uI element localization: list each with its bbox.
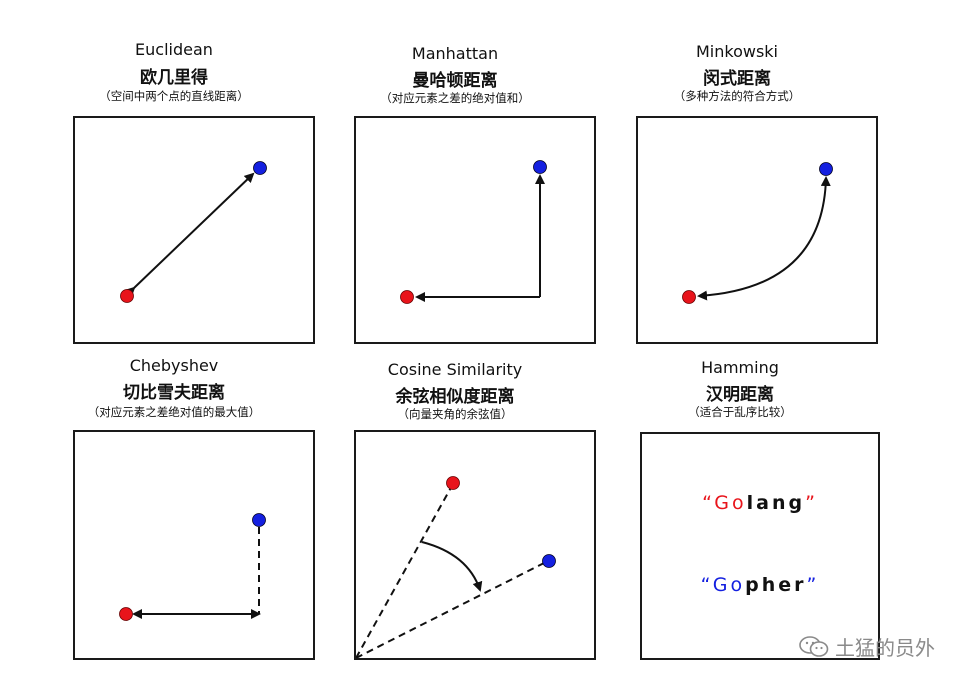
panel-title-en: Hamming bbox=[701, 358, 779, 377]
minkowski-diagram bbox=[636, 116, 878, 344]
quote-close: ” bbox=[805, 492, 818, 514]
vector-a-dashed bbox=[356, 483, 454, 658]
cosine-diagram bbox=[354, 430, 596, 660]
char: G bbox=[712, 574, 731, 596]
minkowski-curve bbox=[697, 176, 831, 301]
red-point bbox=[682, 290, 696, 304]
blue-point bbox=[253, 161, 267, 175]
quote-close: ” bbox=[806, 574, 820, 596]
watermark: 土猛的员外 bbox=[799, 632, 935, 661]
panel-note: （适合于乱序比较） bbox=[688, 405, 792, 419]
panel-note: （多种方法的符合方式） bbox=[673, 89, 801, 103]
panel-title-zh: 曼哈顿距离 bbox=[412, 71, 498, 91]
quote-open: “ bbox=[702, 492, 715, 514]
hamming-word-gopher: “Gopher” bbox=[642, 574, 878, 596]
red-point bbox=[119, 607, 133, 621]
panel-title-en: Chebyshev bbox=[129, 356, 219, 375]
panel-note: （对应元素之差的绝对值和） bbox=[380, 91, 530, 105]
char: l bbox=[746, 492, 757, 514]
panel-title-en: Manhattan bbox=[411, 44, 499, 63]
red-point bbox=[400, 290, 414, 304]
char: h bbox=[761, 574, 779, 596]
hamming-word-golang: “Golang” bbox=[642, 492, 878, 514]
hamming-diagram: “Golang” “Gopher” bbox=[640, 432, 880, 660]
chebyshev-diagram bbox=[73, 430, 315, 660]
panel-note: （对应元素之差绝对值的最大值） bbox=[87, 405, 261, 419]
euclidean-diagram bbox=[73, 116, 315, 344]
panel-euclidean: Euclidean 欧几里得 （空间中两个点的直线距离） bbox=[44, 40, 315, 346]
panel-title-zh: 余弦相似度距离 bbox=[395, 387, 515, 407]
panel-title-zh: 汉明距离 bbox=[706, 385, 774, 405]
manhattan-diagram bbox=[354, 116, 596, 344]
blue-point bbox=[542, 554, 556, 568]
char: r bbox=[794, 574, 807, 596]
char: G bbox=[714, 492, 732, 514]
red-point bbox=[120, 289, 134, 303]
blue-point bbox=[819, 162, 833, 176]
red-point bbox=[446, 476, 460, 490]
panel-title-zh: 切比雪夫距离 bbox=[123, 383, 225, 403]
char: p bbox=[745, 574, 762, 596]
quote-open: “ bbox=[700, 574, 713, 596]
char: g bbox=[788, 492, 806, 514]
char: o bbox=[730, 574, 746, 596]
panel-note: （空间中两个点的直线距离） bbox=[99, 89, 249, 103]
panel-note: （向量夹角的余弦值） bbox=[397, 407, 513, 421]
panel-chebyshev: Chebyshev 切比雪夫距离 （对应元素之差绝对值的最大值） bbox=[44, 354, 315, 664]
panel-minkowski: Minkowski 闵式距离 （多种方法的符合方式） bbox=[607, 40, 878, 346]
vector-b-dashed bbox=[356, 561, 547, 658]
wechat-icon bbox=[799, 635, 829, 657]
panel-title-en: Euclidean bbox=[135, 40, 213, 59]
panel-title-zh: 闵式距离 bbox=[703, 69, 771, 89]
blue-point bbox=[533, 160, 547, 174]
char: o bbox=[731, 492, 747, 514]
panel-title-en: Minkowski bbox=[695, 42, 778, 61]
euclidean-line bbox=[124, 172, 255, 298]
panel-manhattan: Manhattan 曼哈顿距离 （对应元素之差的绝对值和） bbox=[325, 40, 596, 346]
panel-cosine: Cosine Similarity 余弦相似度距离 （向量夹角的余弦值） bbox=[325, 354, 596, 664]
angle-arc bbox=[421, 541, 483, 592]
char: e bbox=[778, 574, 795, 596]
watermark-text: 土猛的员外 bbox=[835, 636, 935, 660]
char: a bbox=[756, 492, 772, 514]
panel-title-en: Cosine Similarity bbox=[387, 360, 523, 379]
char: n bbox=[771, 492, 789, 514]
panel-title-zh: 欧几里得 bbox=[140, 68, 208, 88]
panel-hamming: Hamming 汉明距离 （适合于乱序比较） “Golang” “Gopher” bbox=[610, 354, 880, 664]
blue-point bbox=[252, 513, 266, 527]
